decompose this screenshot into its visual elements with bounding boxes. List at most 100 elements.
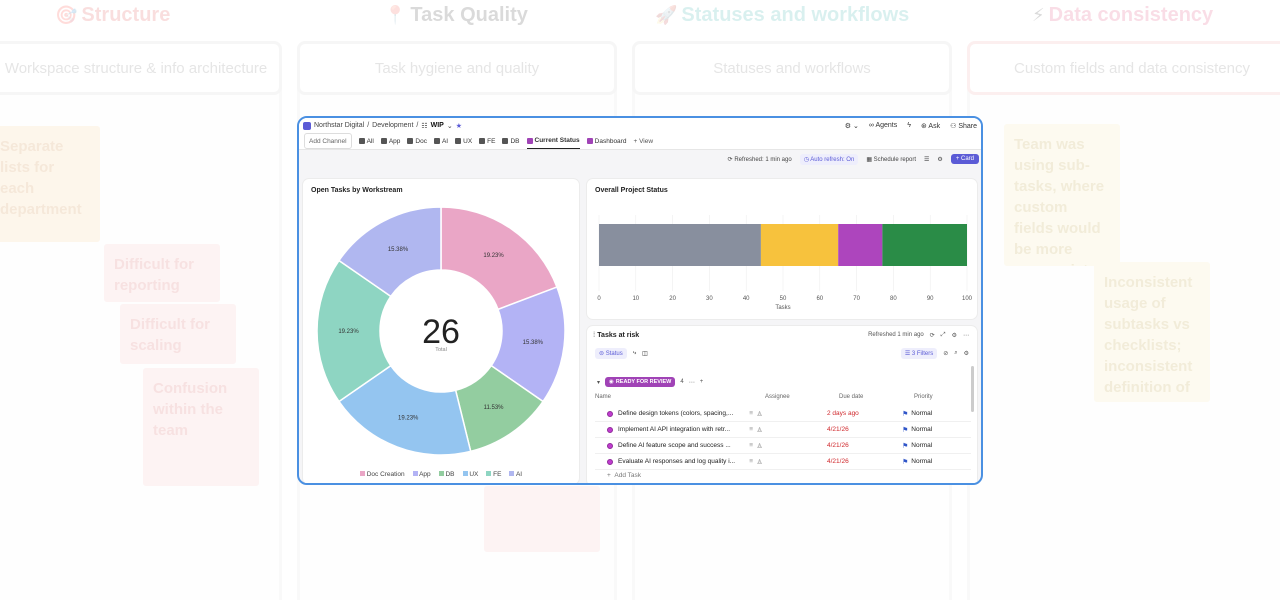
filters-button[interactable]: ☰ 3 Filters bbox=[900, 348, 938, 359]
infinity-icon: ∞ bbox=[868, 122, 874, 129]
breadcrumb-folder[interactable]: Development bbox=[372, 122, 414, 129]
settings-icon[interactable]: ⚙ bbox=[963, 351, 969, 357]
collapse-icon[interactable]: ▾ bbox=[597, 379, 601, 386]
more-icon[interactable]: ⋯ bbox=[963, 333, 969, 339]
assignee-icon[interactable]: ♙ bbox=[753, 442, 763, 450]
column-header-priority[interactable]: Priority bbox=[914, 394, 933, 400]
task-name[interactable]: Define AI feature scope and success ... bbox=[618, 442, 731, 449]
status-chart-panel: Overall Project Status 0 10 20 30 40 50 60 70 80… bbox=[587, 179, 977, 319]
add-task-button[interactable]: + Add Task bbox=[607, 472, 642, 479]
search-icon[interactable]: ⌕ bbox=[954, 350, 958, 356]
table-row[interactable]: Evaluate AI responses and log quality i.… bbox=[595, 454, 971, 470]
filter-icon[interactable]: ☰ bbox=[924, 156, 930, 163]
more-icon[interactable]: ⋯ bbox=[688, 379, 695, 386]
slice-label: 19.23% bbox=[483, 253, 504, 259]
tab-fe[interactable]: FE bbox=[479, 133, 495, 149]
chevron-down-icon[interactable]: ⌄ bbox=[446, 122, 453, 130]
tab-doc[interactable]: Doc bbox=[407, 133, 427, 149]
add-card-button[interactable]: + Card bbox=[950, 154, 979, 164]
tasks-title: ⁞ Tasks at risk bbox=[593, 332, 640, 339]
tab-ai[interactable]: AI bbox=[433, 133, 448, 149]
expand-icon[interactable]: ⤢ bbox=[940, 332, 946, 338]
star-icon[interactable]: ★ bbox=[455, 122, 463, 130]
status-dot-icon[interactable] bbox=[607, 426, 613, 433]
x-tick-label: 0 bbox=[597, 296, 601, 302]
dashboard-toolbar: ⟳ Refreshed: 1 min ago ◷ Auto refresh: O… bbox=[299, 150, 981, 168]
lightning-icon[interactable]: ϟ bbox=[907, 122, 911, 129]
tab-ux[interactable]: UX bbox=[455, 133, 472, 149]
donut-slice[interactable] bbox=[316, 259, 392, 403]
legend-item: App bbox=[412, 471, 431, 478]
status-dot-icon[interactable] bbox=[607, 458, 613, 465]
column-header-due[interactable]: Due date bbox=[839, 394, 864, 400]
add-icon[interactable]: + bbox=[699, 379, 704, 385]
status-badge[interactable]: ◉ READY FOR REVIEW bbox=[605, 377, 676, 387]
x-axis-label: Tasks bbox=[775, 305, 790, 311]
settings-icon[interactable]: ⚙ bbox=[937, 156, 943, 163]
status-bar-segment[interactable] bbox=[882, 224, 967, 266]
scrollbar[interactable] bbox=[971, 366, 974, 412]
add-view-button[interactable]: + View bbox=[633, 137, 654, 145]
donut-slice[interactable] bbox=[440, 206, 558, 311]
breadcrumb: Northstar Digital / Development / ☷ WIP … bbox=[303, 121, 463, 130]
status-bar-segment[interactable] bbox=[760, 224, 839, 266]
subtasks-icon[interactable]: ⤷ bbox=[632, 350, 637, 356]
group-header: ▾ ◉ READY FOR REVIEW 4 ⋯ + bbox=[597, 377, 703, 387]
ask-button[interactable]: ⊛ Ask bbox=[920, 122, 941, 130]
agents-button[interactable]: ∞ Agents bbox=[868, 122, 898, 129]
x-tick-label: 70 bbox=[853, 296, 860, 302]
breadcrumb-list[interactable]: WIP bbox=[430, 122, 444, 129]
column-title-statuses: 🚀 Statuses and workflows bbox=[655, 4, 910, 26]
schedule-report-button[interactable]: ▦ Schedule report bbox=[866, 156, 917, 163]
priority[interactable]: Normal bbox=[911, 426, 933, 433]
table-row[interactable]: Implement AI API integration with retr..… bbox=[595, 422, 971, 438]
priority[interactable]: Normal bbox=[911, 458, 933, 465]
tab-app[interactable]: App bbox=[380, 133, 400, 149]
slice-label: 11.53% bbox=[484, 405, 505, 411]
assignee-icon[interactable]: ♙ bbox=[753, 410, 763, 418]
donut-slice[interactable] bbox=[337, 206, 442, 298]
table-row[interactable]: Define design tokens (colors, spacing,..… bbox=[595, 406, 971, 422]
task-name[interactable]: Evaluate AI responses and log quality i.… bbox=[618, 458, 736, 465]
task-name[interactable]: Implement AI API integration with retr..… bbox=[618, 426, 730, 433]
tab-db[interactable]: DB bbox=[502, 133, 520, 149]
due-date[interactable]: 4/21/26 bbox=[827, 426, 849, 433]
due-date[interactable]: 2 days ago bbox=[827, 410, 859, 417]
auto-refresh-toggle[interactable]: ◷ Auto refresh: On bbox=[799, 153, 859, 165]
tab-all[interactable]: All bbox=[358, 133, 374, 149]
top-bar: Northstar Digital / Development / ☷ WIP … bbox=[299, 118, 981, 133]
refresh-status[interactable]: ⟳ Refreshed: 1 min ago bbox=[727, 156, 792, 163]
refresh-icon[interactable]: ⟳ bbox=[929, 333, 935, 339]
donut-slice[interactable] bbox=[337, 364, 472, 456]
columns-icon[interactable]: ◫ bbox=[642, 351, 648, 357]
due-date[interactable]: 4/21/26 bbox=[827, 458, 849, 465]
donut-title: Open Tasks by Workstream bbox=[311, 187, 403, 194]
breadcrumb-workspace[interactable]: Northstar Digital bbox=[314, 122, 365, 129]
view-tabs: Add Channel All App Doc AI UX FE DB Curr… bbox=[299, 133, 981, 150]
column-header-assignee[interactable]: Assignee bbox=[765, 394, 790, 400]
status-bar-segment[interactable] bbox=[599, 224, 761, 266]
status-chip[interactable]: ⊜ Status bbox=[595, 348, 627, 359]
x-tick-label: 100 bbox=[962, 296, 973, 302]
share-button[interactable]: ⚇ Share bbox=[950, 122, 977, 130]
settings-icon[interactable]: ⚙ bbox=[951, 333, 957, 339]
priority[interactable]: Normal bbox=[911, 442, 933, 449]
tab-dashboard[interactable]: Dashboard bbox=[586, 133, 626, 149]
add-channel-button[interactable]: Add Channel bbox=[304, 133, 352, 149]
status-dot-icon[interactable] bbox=[607, 442, 613, 449]
due-date[interactable]: 4/21/26 bbox=[827, 442, 849, 449]
automation-icon[interactable]: ⚙ ⌄ bbox=[844, 122, 859, 130]
status-bar-segment[interactable] bbox=[838, 224, 883, 266]
status-dot-icon[interactable] bbox=[607, 410, 613, 417]
assignee-icon[interactable]: ♙ bbox=[753, 426, 763, 434]
check-icon[interactable]: ⊘ bbox=[943, 351, 949, 357]
db-icon bbox=[502, 138, 509, 144]
task-name[interactable]: Define design tokens (colors, spacing,..… bbox=[618, 410, 734, 417]
assignee-icon[interactable]: ♙ bbox=[753, 458, 763, 466]
grid-icon bbox=[358, 138, 365, 144]
table-row[interactable]: Define AI feature scope and success ... ≡… bbox=[595, 438, 971, 454]
priority[interactable]: Normal bbox=[911, 410, 933, 417]
slice-label: 15.38% bbox=[388, 247, 409, 253]
column-header-name[interactable]: Name bbox=[595, 394, 612, 400]
tab-current-status[interactable]: Current Status bbox=[526, 133, 580, 149]
